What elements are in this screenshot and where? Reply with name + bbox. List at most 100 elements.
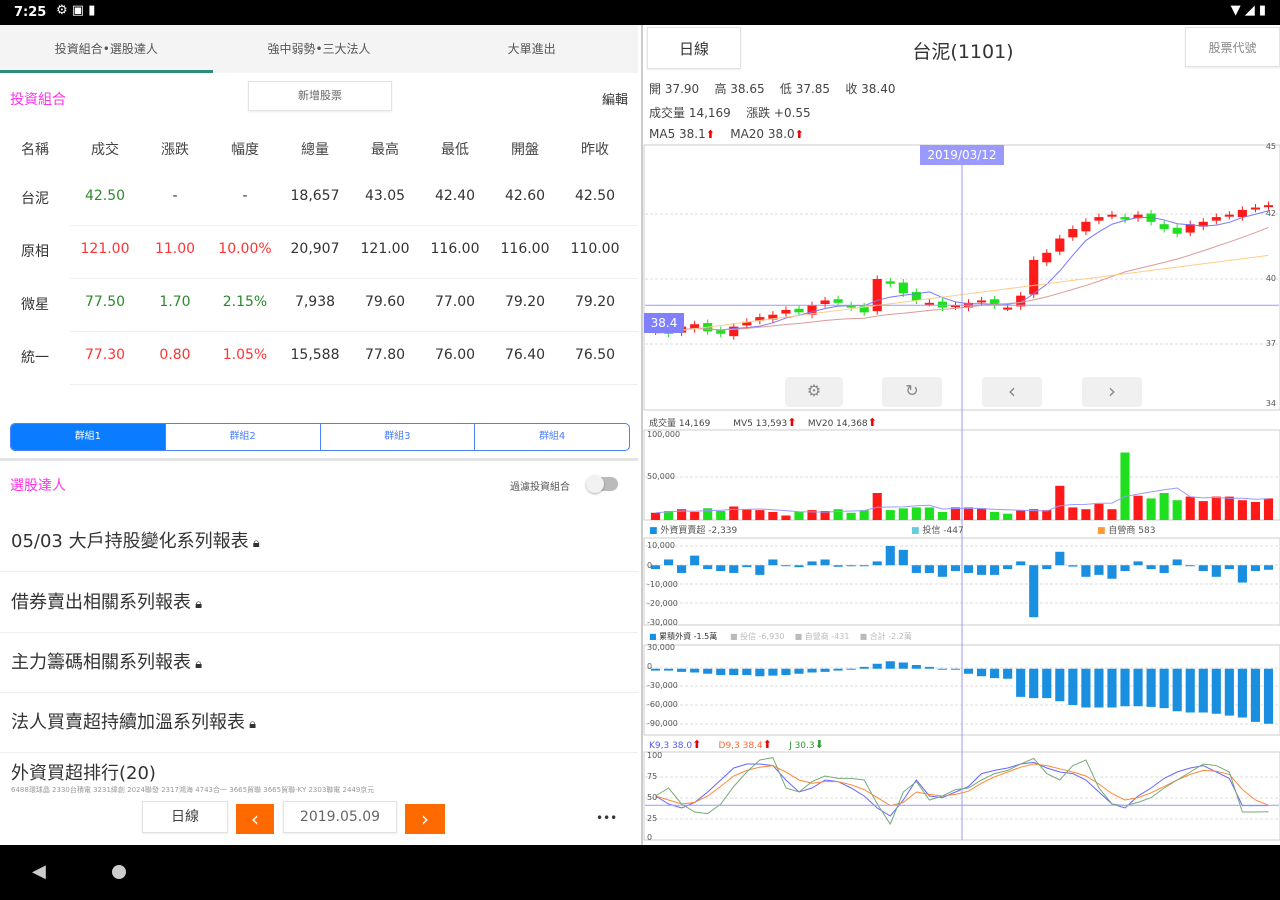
tab-big-orders[interactable]: 大單進出 [507, 42, 556, 56]
column-header[interactable]: 昨收 [581, 142, 609, 158]
date-field[interactable]: 2019.05.09 [283, 801, 397, 833]
axis-tick-label: 50,000 [647, 472, 675, 481]
foreign-bar [1016, 561, 1026, 566]
axis-tick-label: 42 [1265, 209, 1276, 218]
table-cell: 76.40 [504, 347, 546, 363]
foreign-bar [963, 565, 974, 573]
cum-foreign-bar [1120, 668, 1130, 707]
foreign-bar [794, 565, 804, 568]
legend-mv20: MV20 14,368 [807, 419, 868, 429]
foreign-bar [898, 549, 908, 566]
column-header[interactable]: 總量 [301, 142, 329, 158]
foreign-bar [650, 565, 661, 570]
foreign-bar [755, 565, 765, 575]
table-cell[interactable]: 統一 [21, 350, 49, 366]
table-cell[interactable]: 原相 [21, 244, 49, 260]
table-cell[interactable]: 微星 [21, 297, 49, 313]
legend-trust: 投信 -447 [922, 526, 964, 536]
edit-button[interactable]: 編輯 [601, 93, 628, 108]
group-tab-4[interactable]: 群組4 [474, 424, 629, 450]
axis-tick-label: -90,000 [647, 719, 678, 728]
candle [755, 317, 765, 321]
volume-bar [794, 511, 804, 520]
add-stock-button[interactable]: 新增股票 [248, 81, 392, 111]
row-divider [70, 331, 638, 332]
candle [885, 281, 895, 284]
axis-tick-label: 34 [1265, 399, 1276, 408]
volume-bar [1003, 513, 1013, 520]
period-button[interactable]: 日線 [142, 801, 228, 833]
column-header[interactable]: 漲跌 [161, 142, 189, 158]
column-header[interactable]: 名稱 [21, 142, 49, 158]
cum-foreign-bar [1159, 668, 1169, 709]
stock-title: 台泥(1101) [912, 41, 1014, 63]
cum-foreign-bar [990, 668, 1000, 679]
volume-bar [1133, 495, 1143, 520]
settings-button[interactable]: ⚙ [785, 377, 843, 407]
more-button[interactable]: ••• [596, 811, 618, 825]
charts[interactable] [643, 25, 1280, 845]
filter-toggle[interactable] [586, 475, 618, 493]
report-item[interactable]: 05/03 大戶持股變化系列報表 🔒︎ [0, 512, 638, 572]
column-header[interactable]: 成交 [91, 142, 119, 158]
legend-cum-total: 合計 -2.2萬 [869, 632, 912, 641]
cum-foreign-bar [911, 665, 921, 669]
report-item[interactable]: 主力籌碼相關系列報表 🔒︎ [0, 633, 638, 693]
group-tab-3[interactable]: 群組3 [319, 424, 475, 450]
foreign-bar [1224, 565, 1234, 570]
group-tab-1[interactable]: 群組1 [11, 424, 165, 450]
scroll-left-button[interactable]: ‹ [982, 377, 1042, 407]
tab-strength[interactable]: 強中弱勢•三大法人 [267, 42, 371, 56]
foreign-bar [768, 559, 778, 566]
volume-bar [729, 506, 739, 520]
scroll-right-button[interactable]: › [1082, 377, 1142, 407]
candle [820, 300, 830, 305]
cum-foreign-bar [872, 663, 882, 669]
volume-bar [742, 509, 752, 520]
foreign-bar [677, 565, 687, 573]
cursor-price: 38.4 [644, 313, 684, 333]
cum-foreign-bar [1172, 668, 1182, 712]
column-header[interactable]: 開盤 [511, 142, 539, 158]
left-tabs: 投資組合•選股達人 強中弱勢•三大法人 大單進出 [0, 25, 638, 73]
chart-period-button[interactable]: 日線 [647, 27, 741, 69]
column-header[interactable]: 幅度 [231, 142, 259, 158]
axis-tick-label: 50 [647, 793, 658, 802]
volume-legend: 成交量 14,169 MV5 13,593⬆ MV20 14,368⬆ [649, 416, 877, 429]
prev-date-button[interactable]: ‹ [236, 804, 274, 834]
up-arrow-icon: ⬆ [867, 416, 877, 429]
tab-portfolio[interactable]: 投資組合•選股達人 [0, 25, 213, 73]
legend-j: J 30.3 [789, 741, 815, 751]
report-label: 05/03 大戶持股變化系列報表 [11, 531, 249, 552]
cum-foreign-bar [898, 662, 908, 669]
table-cell: 76.50 [574, 347, 616, 363]
report-item[interactable]: 借券賣出相關系列報表 🔒︎ [0, 573, 638, 633]
back-icon[interactable]: ◀ [32, 861, 46, 882]
refresh-button[interactable]: ↻ [882, 377, 942, 407]
volume-bar [755, 510, 765, 520]
column-header[interactable]: 最高 [371, 142, 399, 158]
axis-tick-label: 30,000 [647, 643, 675, 652]
volume-bar [990, 511, 1000, 520]
volume-bar [1081, 509, 1091, 520]
home-icon[interactable] [112, 865, 126, 879]
settings-status-icon: ⚙ ▣ ▮ [56, 3, 96, 18]
cum-foreign-bar [1055, 668, 1065, 702]
volume-bar [963, 507, 974, 520]
table-cell[interactable]: 台泥 [21, 191, 49, 207]
next-date-button[interactable]: › [405, 804, 445, 834]
divider [0, 458, 638, 461]
foreign-bar [742, 565, 752, 568]
volume-bar [1120, 452, 1130, 520]
table-cell: 1.70 [159, 294, 191, 310]
stock-code-button[interactable]: 股票代號 [1185, 27, 1280, 67]
report-item[interactable]: 法人買賣超持續加溫系列報表 🔒︎ [0, 693, 638, 753]
column-header[interactable]: 最低 [441, 142, 469, 158]
cum-foreign-bar [1094, 668, 1104, 708]
volume-bar [924, 507, 934, 520]
foreign-bar [1107, 565, 1117, 579]
group-tab-2[interactable]: 群組2 [164, 424, 320, 450]
table-cell: 0.80 [159, 347, 191, 363]
ranking-title[interactable]: 外資買超排行(20) [11, 763, 156, 784]
table-cell: 76.00 [434, 347, 476, 363]
